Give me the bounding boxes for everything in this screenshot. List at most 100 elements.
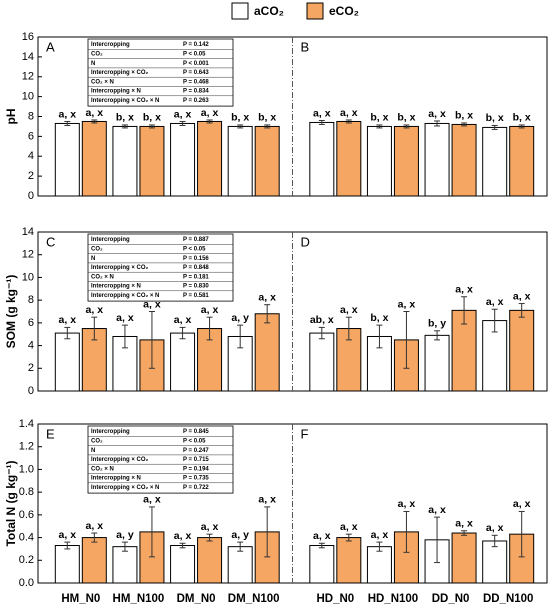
stats-term: CO₂ — [91, 439, 103, 445]
stats-p: P = 0.247 — [183, 448, 209, 454]
value-label: a, x — [116, 312, 134, 324]
value-label: a, x — [313, 107, 331, 119]
stats-p: P = 0.156 — [183, 256, 209, 262]
stats-term: N — [91, 61, 95, 67]
x-tick-label: DM_N100 — [228, 593, 280, 605]
stats-term: Intercropping — [91, 237, 130, 243]
stats-p: P < 0.05 — [183, 439, 206, 445]
x-tick-label: HD_N100 — [368, 593, 419, 605]
y-tick-label: 0.6 — [19, 509, 34, 521]
bar — [336, 537, 362, 584]
value-label: a, x — [486, 522, 504, 534]
stats-term: Intercropping × CO₂ × N — [91, 485, 159, 491]
y-axis-label: Total N (g kg⁻¹) — [4, 460, 18, 546]
value-label: a, x — [258, 291, 276, 303]
value-label: a, x — [428, 504, 446, 516]
value-label: a, x — [143, 494, 161, 506]
stats-term: Intercropping × N — [91, 476, 141, 482]
y-tick-label: 0.0 — [19, 577, 34, 589]
stats-p: P = 0.194 — [183, 466, 209, 472]
bar — [81, 120, 107, 197]
y-tick-label: 8 — [28, 294, 34, 306]
bar — [451, 532, 477, 584]
value-label: a, x — [486, 296, 504, 308]
value-label: a, x — [59, 529, 77, 541]
stats-p: P = 0.468 — [183, 79, 209, 85]
value-label: a, x — [174, 314, 192, 326]
y-tick-label: 0 — [28, 190, 34, 202]
value-label: b, x — [231, 112, 249, 124]
value-label: b, y — [428, 318, 446, 330]
value-label: b, x — [455, 110, 473, 122]
value-label: a, x — [340, 521, 358, 533]
bar — [227, 125, 253, 197]
stats-box — [87, 425, 234, 494]
stats-box — [87, 233, 234, 302]
value-label: b, x — [258, 112, 276, 124]
stats-p: P < 0.001 — [183, 61, 209, 67]
y-tick-label: 2 — [28, 362, 34, 374]
stats-term: Intercropping × N — [91, 284, 141, 290]
bar — [139, 125, 165, 197]
y-tick-label: 4 — [28, 150, 34, 162]
bar — [393, 125, 419, 197]
bar — [424, 122, 450, 197]
stats-p: P = 0.834 — [183, 89, 209, 95]
stats-p: P = 0.845 — [183, 429, 209, 435]
y-tick-label: 10 — [22, 271, 34, 283]
y-axis-label: pH — [4, 109, 18, 125]
y-tick-label: 0.2 — [19, 554, 34, 566]
bar — [170, 545, 196, 584]
y-tick-label: 14 — [22, 51, 34, 63]
bar — [112, 125, 138, 197]
y-tick-label: 0 — [28, 385, 34, 397]
stats-term: N — [91, 256, 95, 262]
x-tick-label: HM_N100 — [113, 593, 165, 605]
value-label: a, x — [59, 314, 77, 326]
value-label: a, x — [174, 108, 192, 120]
value-label: b, x — [397, 112, 415, 124]
value-label: b, x — [370, 312, 388, 324]
x-tick-label: HM_N0 — [61, 593, 100, 605]
value-label: a, x — [313, 530, 331, 542]
bar — [227, 546, 253, 584]
value-label: ab, x — [310, 314, 334, 326]
stats-term: CO₂ — [91, 247, 103, 253]
value-label: a, x — [86, 520, 104, 532]
value-label: a, x — [201, 107, 219, 119]
bar — [54, 545, 80, 584]
stats-p: P < 0.05 — [183, 247, 206, 253]
y-tick-label: 6 — [28, 317, 34, 329]
bar — [509, 309, 535, 392]
value-label: a, x — [59, 108, 77, 120]
y-tick-label: 1.4 — [19, 418, 34, 430]
y-tick-label: 6 — [28, 130, 34, 142]
bar — [81, 537, 107, 584]
stats-term: CO₂ — [91, 52, 103, 58]
y-tick-label: 1.2 — [19, 441, 34, 453]
value-label: a, x — [455, 518, 473, 530]
panel-label: A — [46, 39, 55, 54]
panel-label: F — [301, 426, 309, 441]
value-label: a, x — [371, 529, 389, 541]
panel-label: C — [46, 234, 55, 249]
value-label: a, x — [174, 530, 192, 542]
bar — [482, 540, 508, 584]
panel-label: E — [46, 426, 55, 441]
value-label: a, x — [398, 298, 416, 310]
stats-p: P = 0.722 — [183, 485, 209, 491]
y-tick-label: 0.4 — [19, 531, 34, 543]
bar — [54, 122, 80, 197]
value-label: a, x — [398, 498, 416, 510]
value-label: a, x — [513, 498, 531, 510]
value-label: b, x — [513, 112, 531, 124]
value-label: a, y — [116, 529, 134, 541]
stats-term: CO₂ × N — [91, 274, 114, 280]
stats-p: P = 0.887 — [183, 237, 209, 243]
y-tick-label: 12 — [22, 71, 34, 83]
y-tick-label: 1.0 — [19, 463, 34, 475]
stats-term: Intercropping × CO₂ × N — [91, 98, 159, 104]
stats-p: P = 0.830 — [183, 284, 209, 290]
stats-term: Intercropping × N — [91, 89, 141, 95]
y-tick-label: 4 — [28, 339, 34, 351]
